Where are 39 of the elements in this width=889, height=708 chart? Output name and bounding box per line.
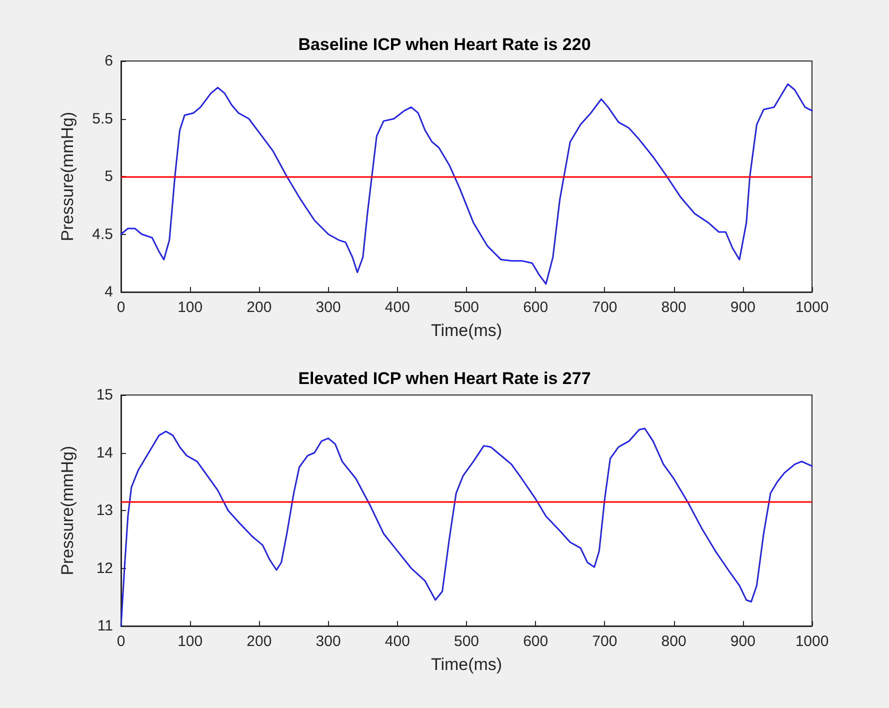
y-tick-label: 4.5: [92, 226, 113, 243]
x-tick-label: 700: [592, 633, 618, 650]
x-tick-label: 700: [592, 299, 618, 316]
y-tick-label: 12: [96, 560, 113, 577]
x-tick-label: 600: [523, 299, 548, 316]
y-tick-label: 4: [104, 284, 113, 300]
x-tick-label: 1000: [795, 633, 829, 650]
x-tick-label: 800: [661, 633, 686, 650]
y-tick-label: 6: [104, 52, 113, 70]
y-axis-title: Pressure(mmHg): [58, 446, 77, 576]
x-tick-label: 900: [730, 633, 756, 650]
x-tick-label: 100: [178, 299, 203, 316]
y-tick-label: 5: [104, 168, 113, 185]
x-tick-label: 200: [246, 299, 272, 316]
x-tick-label: 1000: [795, 299, 829, 316]
x-tick-label: 400: [384, 299, 410, 316]
x-tick-label: 200: [246, 633, 272, 650]
x-tick-label: 300: [316, 633, 341, 650]
x-tick-label: 300: [316, 299, 341, 316]
x-tick-label: 500: [454, 633, 480, 650]
y-tick-label: 15: [96, 386, 113, 404]
y-tick-label: 5.5: [92, 110, 113, 128]
line-series: [120, 83, 813, 285]
x-axis-title: Time(ms): [430, 321, 502, 340]
x-tick-label: 0: [116, 299, 126, 316]
chart-title: Baseline ICP when Heart Rate is 220: [298, 35, 591, 54]
x-tick-label: 800: [661, 299, 686, 316]
chart-title: Elevated ICP when Heart Rate is 277: [298, 369, 591, 388]
y-tick-label: 13: [96, 502, 113, 519]
x-tick-label: 400: [384, 633, 410, 650]
y-tick-label: 14: [96, 444, 113, 462]
x-axis-title: Time(ms): [430, 655, 502, 674]
y-axis-title: Pressure(mmHg): [58, 112, 77, 242]
x-tick-label: 600: [523, 633, 548, 650]
x-tick-label: 100: [178, 633, 203, 650]
y-tick-label: 11: [97, 618, 113, 634]
x-tick-label: 900: [730, 299, 756, 316]
x-tick-label: 0: [116, 633, 126, 650]
x-tick-label: 500: [454, 299, 480, 316]
